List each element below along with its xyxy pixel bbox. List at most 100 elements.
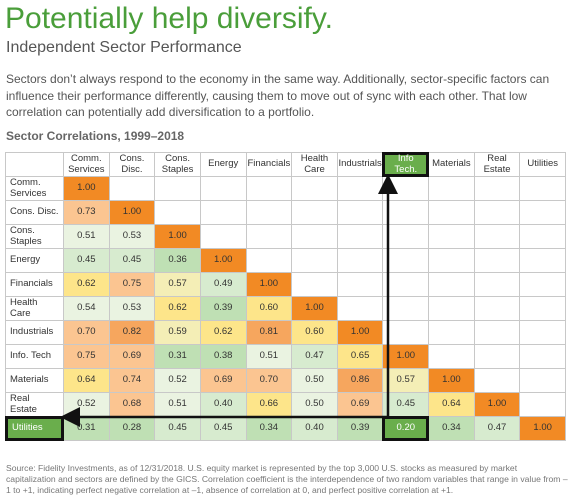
empty-cell bbox=[519, 392, 566, 417]
table-title: Sector Correlations, 1999–2018 bbox=[6, 129, 185, 143]
correlation-cell: 0.53 bbox=[108, 224, 156, 249]
empty-cell bbox=[245, 224, 293, 249]
correlation-cell: 0.45 bbox=[63, 248, 110, 273]
correlation-cell: 0.34 bbox=[428, 416, 475, 441]
column-header: Cons. Disc. bbox=[108, 152, 156, 177]
correlation-cell: 0.39 bbox=[199, 296, 247, 321]
empty-cell bbox=[428, 272, 475, 297]
empty-cell bbox=[382, 296, 430, 321]
correlation-cell: 1.00 bbox=[428, 368, 475, 393]
correlation-cell: 0.62 bbox=[199, 320, 247, 345]
empty-cell bbox=[245, 176, 293, 201]
row-label: Financials bbox=[5, 272, 64, 297]
empty-cell bbox=[428, 176, 475, 201]
correlation-cell: 0.52 bbox=[154, 368, 201, 393]
empty-cell bbox=[154, 200, 201, 225]
empty-cell bbox=[428, 344, 475, 369]
correlation-cell: 0.62 bbox=[63, 272, 110, 297]
column-header: Info Tech. bbox=[382, 152, 430, 177]
empty-cell bbox=[291, 200, 338, 225]
empty-cell bbox=[336, 248, 384, 273]
correlation-cell: 0.70 bbox=[63, 320, 110, 345]
correlation-cell: 0.75 bbox=[108, 272, 156, 297]
column-header: Industrials bbox=[336, 152, 384, 177]
empty-cell bbox=[519, 344, 566, 369]
correlation-cell: 0.59 bbox=[154, 320, 201, 345]
empty-cell bbox=[245, 200, 293, 225]
column-header: Health Care bbox=[291, 152, 338, 177]
correlation-cell: 0.51 bbox=[245, 344, 293, 369]
correlation-cell: 0.31 bbox=[63, 416, 110, 441]
correlation-cell: 1.00 bbox=[245, 272, 293, 297]
empty-cell bbox=[291, 224, 338, 249]
empty-cell bbox=[428, 224, 475, 249]
correlation-cell: 0.86 bbox=[336, 368, 384, 393]
empty-cell bbox=[428, 320, 475, 345]
subtitle: Independent Sector Performance bbox=[6, 39, 242, 56]
correlation-cell: 0.73 bbox=[63, 200, 110, 225]
correlation-cell: 1.00 bbox=[199, 248, 247, 273]
row-label: Energy bbox=[5, 248, 64, 273]
empty-cell bbox=[382, 248, 430, 273]
column-header: Energy bbox=[199, 152, 247, 177]
empty-cell bbox=[382, 176, 430, 201]
correlation-cell: 0.69 bbox=[199, 368, 247, 393]
correlation-cell: 0.34 bbox=[245, 416, 293, 441]
correlation-cell: 0.68 bbox=[108, 392, 156, 417]
empty-cell bbox=[291, 248, 338, 273]
column-header: Materials bbox=[428, 152, 475, 177]
empty-cell bbox=[382, 224, 430, 249]
column-header: Financials bbox=[245, 152, 293, 177]
row-label: Comm. Services bbox=[5, 176, 64, 201]
correlation-cell: 0.40 bbox=[291, 416, 338, 441]
empty-cell bbox=[291, 176, 338, 201]
correlation-cell: 0.50 bbox=[291, 392, 338, 417]
correlation-cell: 0.57 bbox=[382, 368, 430, 393]
correlation-cell: 0.45 bbox=[108, 248, 156, 273]
row-label: Cons. Disc. bbox=[5, 200, 64, 225]
correlation-cell: 1.00 bbox=[154, 224, 201, 249]
empty-cell bbox=[199, 200, 247, 225]
empty-cell bbox=[473, 272, 521, 297]
correlation-cell: 0.75 bbox=[63, 344, 110, 369]
empty-cell bbox=[473, 248, 521, 273]
empty-cell bbox=[428, 248, 475, 273]
row-label: Industrials bbox=[5, 320, 64, 345]
empty-cell bbox=[519, 200, 566, 225]
empty-cell bbox=[473, 224, 521, 249]
correlation-cell: 0.62 bbox=[154, 296, 201, 321]
column-header: Utilities bbox=[519, 152, 566, 177]
empty-cell bbox=[336, 296, 384, 321]
correlation-cell: 0.31 bbox=[154, 344, 201, 369]
correlation-cell: 0.64 bbox=[63, 368, 110, 393]
row-label: Info. Tech bbox=[5, 344, 64, 369]
correlation-cell: 0.50 bbox=[291, 368, 338, 393]
empty-cell bbox=[291, 272, 338, 297]
correlation-cell: 0.45 bbox=[199, 416, 247, 441]
empty-cell bbox=[473, 320, 521, 345]
empty-cell bbox=[336, 176, 384, 201]
empty-cell bbox=[473, 296, 521, 321]
row-label: Real Estate bbox=[5, 392, 64, 417]
row-label: Utilities bbox=[5, 416, 64, 441]
empty-cell bbox=[428, 200, 475, 225]
correlation-cell: 0.82 bbox=[108, 320, 156, 345]
correlation-cell: 0.54 bbox=[63, 296, 110, 321]
correlation-cell: 0.53 bbox=[108, 296, 156, 321]
footnote: Source: Fidelity Investments, as of 12/3… bbox=[6, 463, 568, 495]
correlation-cell: 0.66 bbox=[245, 392, 293, 417]
correlation-cell: 0.40 bbox=[199, 392, 247, 417]
correlation-cell: 0.51 bbox=[154, 392, 201, 417]
correlation-cell: 0.51 bbox=[63, 224, 110, 249]
empty-cell bbox=[382, 320, 430, 345]
column-header: Comm. Services bbox=[63, 152, 110, 177]
correlation-cell: 0.39 bbox=[336, 416, 384, 441]
empty-cell bbox=[336, 272, 384, 297]
correlation-cell: 0.52 bbox=[63, 392, 110, 417]
correlation-cell: 0.64 bbox=[428, 392, 475, 417]
empty-cell bbox=[519, 368, 566, 393]
empty-cell bbox=[519, 248, 566, 273]
empty-cell bbox=[199, 176, 247, 201]
correlation-cell: 0.70 bbox=[245, 368, 293, 393]
